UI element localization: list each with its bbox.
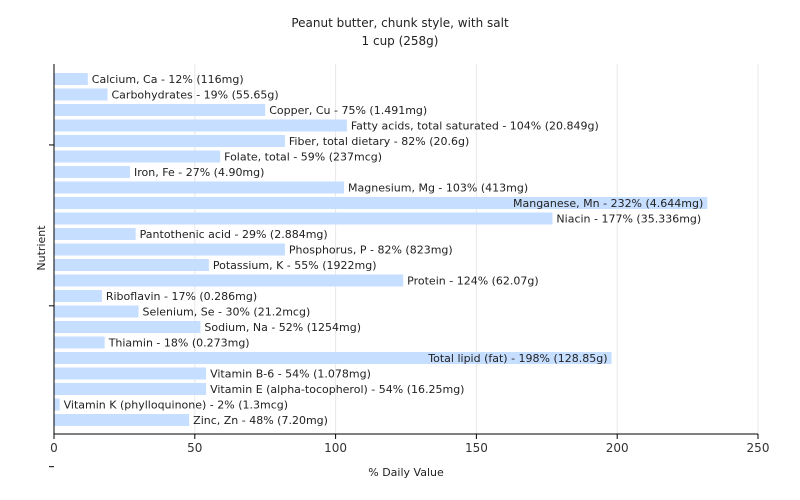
x-axis-title: % Daily Value	[368, 466, 444, 479]
bar-label: Fiber, total dietary - 82% (20.6g)	[289, 135, 469, 148]
y-axis-title: Nutrient	[35, 225, 48, 271]
x-tick-label: 150	[465, 441, 488, 455]
bar-label: Zinc, Zn - 48% (7.20mg)	[193, 414, 328, 427]
x-tick-label: 100	[324, 441, 347, 455]
bar-label: Manganese, Mn - 232% (4.644mg)	[513, 197, 703, 210]
bar-label: Selenium, Se - 30% (21.2mcg)	[142, 306, 310, 319]
bar	[54, 73, 88, 85]
bar-label: Potassium, K - 55% (1922mg)	[213, 259, 377, 272]
bar	[54, 88, 108, 101]
bar-label: Iron, Fe - 27% (4.90mg)	[134, 166, 264, 179]
bar-label: Phosphorus, P - 82% (823mg)	[289, 244, 453, 257]
bar	[54, 197, 708, 209]
bar-label: Vitamin E (alpha-tocopherol) - 54% (16.2…	[210, 383, 464, 396]
bar	[54, 414, 190, 426]
bar-label: Folate, total - 59% (237mcg)	[224, 151, 382, 164]
bar	[54, 243, 285, 256]
bar-label: Fatty acids, total saturated - 104% (20.…	[351, 120, 599, 133]
bar-label: Pantothenic acid - 29% (2.884mg)	[140, 228, 328, 241]
bar-label: Carbohydrates - 19% (55.65g)	[112, 89, 279, 102]
bar	[54, 274, 404, 287]
x-tick-label: 200	[606, 441, 629, 455]
bar-label: Protein - 124% (62.07g)	[407, 275, 539, 288]
bar	[54, 367, 207, 380]
bar	[54, 119, 347, 132]
bar	[54, 181, 345, 194]
bar	[54, 228, 136, 240]
axes: 0 50 100 150 200 250	[49, 64, 770, 468]
bar	[54, 336, 105, 349]
x-tick-label: 0	[50, 441, 58, 455]
bar	[54, 212, 553, 225]
bar-label: Riboflavin - 17% (0.286mg)	[106, 290, 257, 303]
bars	[54, 73, 708, 426]
bar	[54, 352, 612, 364]
bar-label: Vitamin K (phylloquinone) - 2% (1.3mcg)	[64, 399, 288, 412]
bar	[54, 305, 139, 318]
bar-label: Niacin - 177% (35.336mg)	[556, 213, 701, 226]
bar-label: Vitamin B-6 - 54% (1.078mg)	[210, 368, 371, 381]
bar-label: Copper, Cu - 75% (1.491mg)	[269, 104, 427, 117]
bar	[54, 398, 60, 411]
bar-labels: Calcium, Ca - 12% (116mg) Carbohydrates -…	[64, 73, 704, 427]
bar	[54, 321, 201, 333]
chart-title: Peanut butter, chunk style, with salt	[291, 16, 509, 30]
bar-label: Magnesium, Mg - 103% (413mg)	[348, 182, 528, 195]
bar	[54, 104, 266, 116]
bar-label: Total lipid (fat) - 198% (128.85g)	[427, 352, 607, 365]
bar	[54, 150, 221, 163]
chart-subtitle: 1 cup (258g)	[362, 34, 439, 48]
x-tick-label: 50	[187, 441, 202, 455]
bar	[54, 259, 209, 271]
bar	[54, 290, 102, 302]
bar-label: Sodium, Na - 52% (1254mg)	[204, 321, 361, 334]
bar	[54, 166, 131, 178]
bar-label: Calcium, Ca - 12% (116mg)	[92, 73, 244, 86]
bar	[54, 135, 285, 147]
bar	[54, 383, 207, 395]
bar-label: Thiamin - 18% (0.273mg)	[108, 337, 250, 350]
x-tick-label: 250	[747, 441, 770, 455]
